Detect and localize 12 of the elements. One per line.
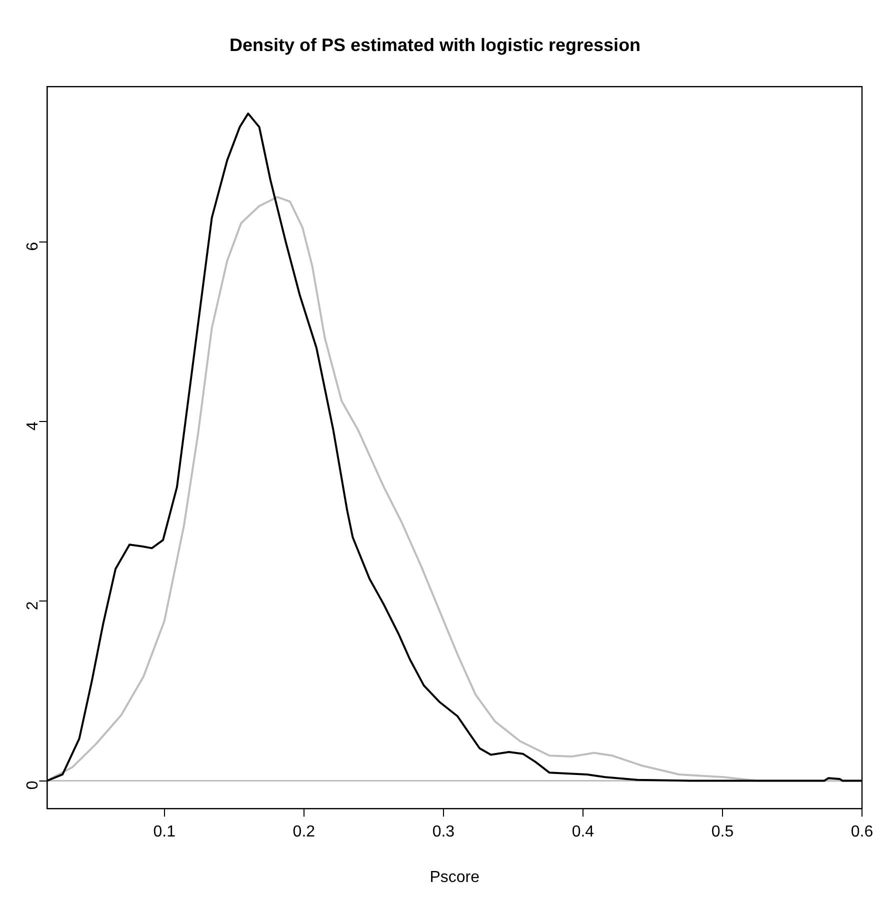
y-tick-label: 4	[24, 421, 42, 430]
chart-title: Density of PS estimated with logistic regression	[229, 34, 641, 55]
y-tick-label: 0	[24, 780, 42, 790]
x-tick-label: 0.2	[292, 824, 316, 841]
x-tick-label: 0.4	[572, 824, 594, 841]
x-axis-title: Pscore	[430, 868, 480, 886]
y-tick-label: 6	[24, 242, 42, 251]
x-tick-label: 0.1	[153, 824, 176, 841]
y-tick-label: 2	[24, 601, 42, 610]
x-tick-label: 0.3	[432, 824, 455, 841]
x-tick-label: 0.5	[711, 824, 734, 841]
x-tick-label: 0.6	[850, 824, 874, 841]
